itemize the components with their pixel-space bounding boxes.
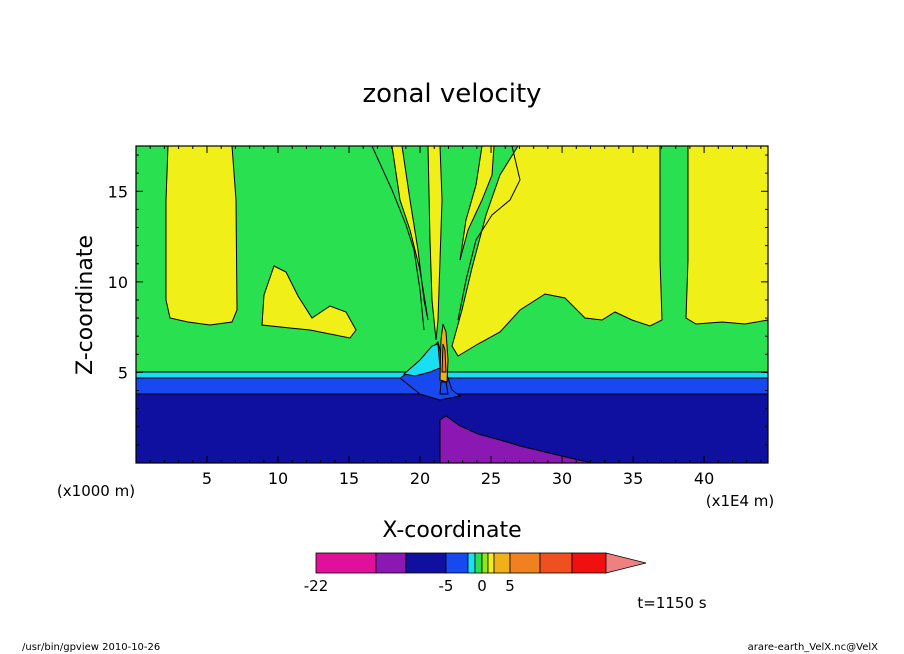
footer-right: arare-earth_VelX.nc@VelX [748, 642, 879, 653]
colorbar-segment [474, 552, 483, 574]
colorbar-segment [539, 552, 573, 574]
y-unit-label: (x1000 m) [57, 482, 135, 500]
colorbar-segment [445, 552, 469, 574]
region-jet-lower [439, 381, 449, 395]
colorbar-labels: -22 -5 0 5 [304, 577, 515, 595]
x-unit-label: (x1E4 m) [706, 492, 775, 510]
x-axis-ticks: 5 10 15 20 25 30 35 40 [149, 146, 762, 488]
x-tick-label: 10 [268, 469, 288, 488]
colorbar-arrow [605, 552, 647, 574]
y-axis-label: Z-coordinate [73, 235, 98, 375]
plot-frame [135, 145, 769, 464]
region-upper-positive-tongue-right [459, 146, 495, 261]
chart-title: zonal velocity [362, 79, 541, 109]
region-purple-pool [439, 415, 593, 463]
y-axis-ticks: 5 10 15 [108, 154, 768, 446]
x-tick-label: 20 [410, 469, 430, 488]
region-upper-positive-tongue-mid [427, 146, 443, 341]
plot-area [136, 146, 768, 463]
x-tick-label: 35 [623, 469, 643, 488]
colorbar-segment [571, 552, 607, 574]
colorbar-segment [493, 552, 511, 574]
contour-line-1 [371, 146, 425, 331]
region-upper-positive-right [451, 146, 663, 357]
colorbar-segment [481, 552, 489, 574]
y-tick-label: 15 [108, 182, 128, 201]
colorbar-segment [509, 552, 541, 574]
region-jet-inner [441, 343, 447, 373]
colorbar-label: -22 [304, 577, 329, 595]
x-tick-label: 5 [202, 469, 212, 488]
footer-left: /usr/bin/gpview 2010-10-26 [22, 642, 160, 653]
region-upper-positive-left [165, 146, 238, 326]
region-upper-positive-bump [261, 265, 357, 339]
colorbar-segment [487, 552, 495, 574]
region-mid-layer [136, 378, 768, 396]
region-upper-positive-tongue-left [391, 146, 429, 321]
contour-line-2 [457, 146, 521, 321]
x-axis-label: X-coordinate [382, 518, 521, 543]
colorbar-segment [375, 552, 407, 574]
y-tick-label: 5 [118, 363, 128, 382]
colorbar-label: -5 [439, 577, 454, 595]
region-upper-positive-right-edge [685, 146, 768, 325]
colorbar-label: 5 [505, 577, 515, 595]
region-upper-background [136, 146, 768, 376]
x-tick-label: 15 [339, 469, 359, 488]
y-tick-label: 10 [108, 273, 128, 292]
region-cyan-band [136, 372, 768, 380]
colorbar-segment [315, 552, 377, 574]
colorbar [315, 552, 647, 574]
colorbar-segment [405, 552, 447, 574]
time-label: t=1150 s [637, 594, 706, 612]
x-tick-label: 40 [694, 469, 714, 488]
region-mountain-cyan [402, 343, 441, 377]
colorbar-segment [467, 552, 476, 574]
x-tick-label: 25 [481, 469, 501, 488]
colorbar-label: 0 [477, 577, 487, 595]
x-tick-label: 30 [552, 469, 572, 488]
